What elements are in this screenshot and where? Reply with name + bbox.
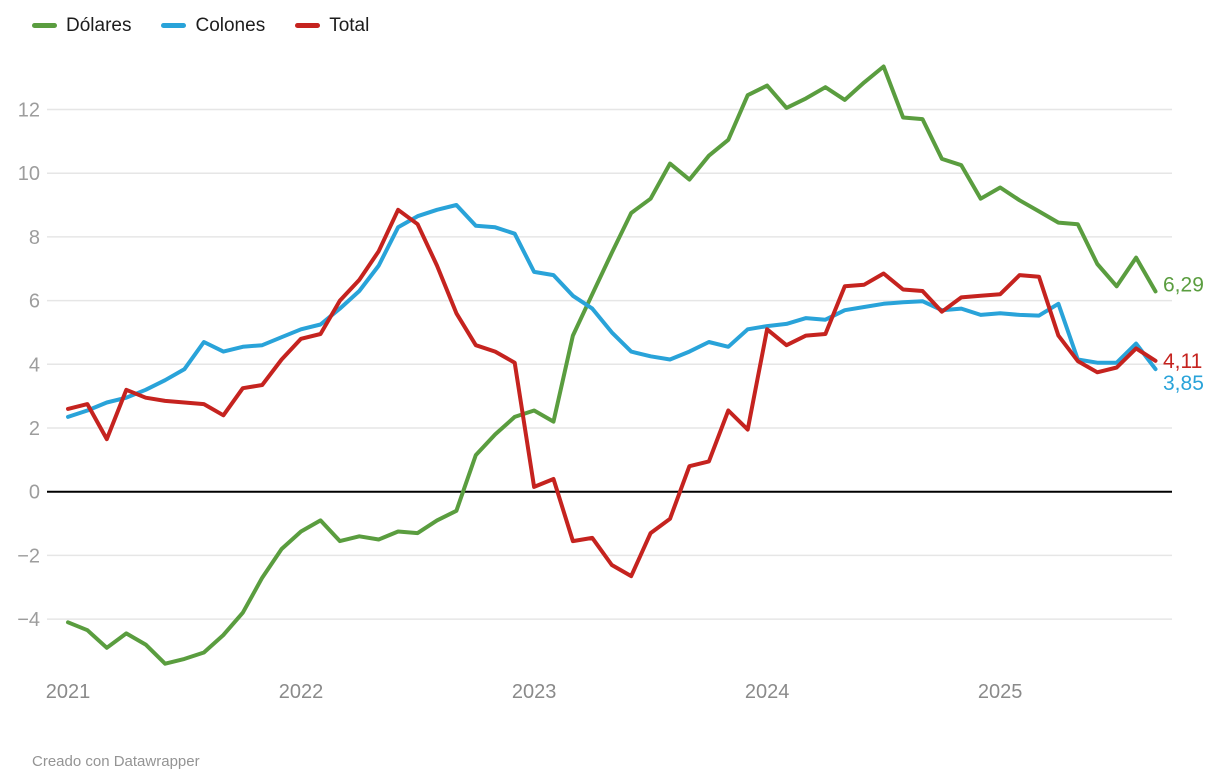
svg-text:−2: −2 — [17, 545, 40, 567]
svg-text:10: 10 — [18, 163, 40, 185]
svg-text:6: 6 — [29, 291, 40, 313]
attribution-text: Creado con Datawrapper — [32, 753, 200, 770]
svg-text:12: 12 — [18, 100, 40, 122]
colones-line-swatch-icon — [161, 23, 187, 28]
legend-label-dolares: Dólares — [66, 15, 132, 36]
legend-label-total: Total — [329, 15, 370, 36]
dolares-line-swatch-icon — [32, 23, 57, 28]
svg-text:4,11: 4,11 — [1163, 350, 1202, 373]
legend-item-dolares: Dólares — [32, 16, 131, 35]
svg-text:8: 8 — [29, 227, 40, 249]
legend-item-colones: Colones — [161, 16, 265, 35]
svg-text:3,85: 3,85 — [1163, 372, 1204, 395]
svg-text:4: 4 — [29, 354, 40, 376]
svg-text:0: 0 — [29, 482, 40, 504]
svg-text:2023: 2023 — [512, 681, 557, 703]
svg-text:2: 2 — [29, 418, 40, 440]
total-line-swatch-icon — [295, 23, 321, 28]
svg-text:2025: 2025 — [978, 681, 1023, 703]
legend: Dólares Colones Total — [32, 16, 369, 35]
svg-text:2021: 2021 — [46, 681, 91, 703]
svg-text:6,29: 6,29 — [1163, 273, 1204, 296]
svg-text:−4: −4 — [17, 609, 40, 631]
svg-text:2024: 2024 — [745, 681, 790, 703]
legend-label-colones: Colones — [195, 15, 266, 36]
svg-text:2022: 2022 — [279, 681, 324, 703]
legend-item-total: Total — [295, 16, 369, 35]
